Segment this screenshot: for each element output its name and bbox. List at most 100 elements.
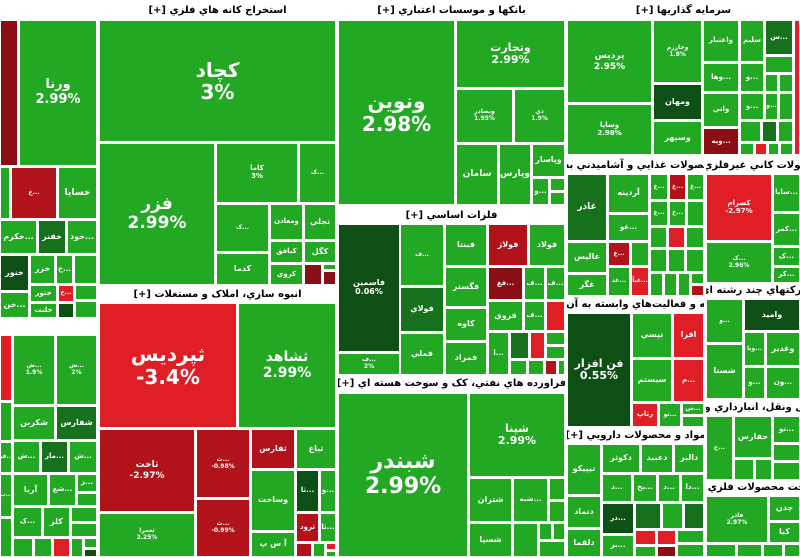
tile-banks-7[interactable]: ...و [532, 178, 549, 205]
tile-metal-ores-4[interactable]: ...ک [216, 204, 269, 252]
tile-auto-1[interactable]: ورنا 2.99% [19, 20, 97, 166]
tile-investments-11[interactable] [765, 56, 793, 73]
tile-chemicals-11[interactable]: ...ش [69, 441, 97, 473]
tile-food-17[interactable] [686, 227, 704, 248]
tile-real-estate-15[interactable] [313, 543, 325, 557]
tile-investments-0[interactable]: پرديس 2.95% [567, 20, 652, 103]
tile-chemicals-22[interactable] [53, 538, 70, 557]
tile-oil-products-10[interactable] [539, 541, 565, 557]
tile-food-16[interactable] [668, 227, 685, 248]
tile-investments-5[interactable]: واعتبار [703, 20, 739, 62]
tile-chemicals-14[interactable]: ...ز [77, 474, 97, 492]
tile-real-estate-0[interactable]: ثپرديس -3.4% [99, 303, 237, 428]
tile-base-metals-16[interactable] [546, 301, 565, 331]
tile-food-2[interactable]: غگر [567, 274, 607, 296]
tile-food-24[interactable] [691, 273, 704, 284]
tile-auto-7[interactable]: ...خود [67, 220, 97, 254]
tile-banks-9[interactable] [550, 192, 565, 205]
tile-base-metals-15[interactable]: ...ف [524, 301, 545, 331]
tile-metal-ores-1[interactable]: فزر 2.99% [99, 143, 215, 285]
tile-pharma-0[interactable]: تيپيکو [567, 444, 601, 495]
tile-food-10[interactable]: ...غ [669, 174, 686, 200]
tile-pharma-10[interactable]: ...در [602, 503, 634, 534]
tile-investments-16[interactable]: ...و [765, 93, 778, 120]
tile-real-estate-12[interactable]: ثرود [296, 513, 319, 542]
tile-banks-4[interactable]: سامان [456, 144, 498, 205]
tile-metal-products-6[interactable] [784, 544, 800, 557]
tile-real-estate-2[interactable]: ثاخت -2.97% [99, 429, 195, 512]
tile-auto-12[interactable]: ...خن [0, 292, 29, 318]
tile-chemicals-20[interactable] [13, 538, 33, 557]
tile-banks-0[interactable]: ونوين 2.98% [338, 20, 455, 205]
tile-food-15[interactable] [650, 227, 667, 248]
tile-investments-24[interactable] [768, 143, 779, 155]
tile-real-estate-16[interactable] [326, 543, 336, 550]
tile-auto-9[interactable]: خزر [30, 255, 55, 284]
tile-it-0[interactable]: فن افزار 0.55% [567, 313, 631, 427]
section-header-metal-ores[interactable]: استخراج کانه هاي فلزي [+] [99, 2, 336, 19]
tile-chemicals-10[interactable]: ...مار [41, 441, 68, 473]
tile-base-metals-4[interactable]: فملي [400, 333, 444, 375]
tile-auto-16[interactable] [58, 303, 74, 318]
tile-banks-5[interactable]: وپارس [499, 144, 531, 205]
tile-conglomerates-6[interactable]: ...ون [766, 367, 800, 399]
tile-conglomerates-5[interactable]: ...و [744, 367, 765, 399]
tile-pharma-9[interactable]: ...دا [681, 474, 704, 502]
tile-nonmetal-minerals-4[interactable]: ...ک [773, 247, 800, 266]
tile-real-estate-4[interactable]: ...ث -0.98% [196, 429, 250, 498]
tile-oil-products-6[interactable]: شسپا [469, 523, 512, 557]
tile-pharma-19[interactable] [677, 530, 704, 543]
tile-base-metals-13[interactable]: ...ف [546, 267, 565, 300]
tile-base-metals-14[interactable]: فروي [488, 301, 523, 331]
tile-auto-0[interactable] [0, 20, 18, 166]
tile-investments-1[interactable]: وساپا 2.98% [567, 104, 652, 155]
tile-conglomerates-2[interactable]: شستا [706, 344, 743, 399]
tile-food-21[interactable] [650, 273, 663, 296]
tile-it-1[interactable]: تپسي [632, 313, 672, 358]
tile-pharma-8[interactable]: ...د [658, 474, 680, 502]
tile-transport-2[interactable]: ...تو [773, 416, 800, 443]
tile-investments-20[interactable] [762, 121, 777, 142]
tile-metal-ores-12[interactable] [323, 264, 336, 270]
section-header-conglomerates[interactable]: ... شرکتهاي چند رشته اي [+] [706, 283, 800, 298]
tile-base-metals-11[interactable]: ...فغ [488, 267, 523, 300]
tile-base-metals-10[interactable]: فولاد [529, 224, 565, 266]
tile-pharma-20[interactable] [677, 544, 704, 557]
tile-chemicals-2[interactable]: ...ش 2% [56, 335, 97, 405]
tile-metal-ores-2[interactable]: کاما 3% [216, 143, 298, 203]
tile-banks-6[interactable]: وپاسار [532, 144, 565, 177]
tile-chemicals-5[interactable]: ...ب [0, 474, 12, 517]
tile-oil-products-0[interactable]: شبندر 2.99% [338, 393, 468, 557]
section-header-chemicals[interactable] [0, 318, 97, 334]
tile-chemicals-8[interactable]: شفارس [56, 406, 97, 440]
tile-chemicals-1[interactable]: ...ش 1.9% [13, 335, 55, 405]
tile-chemicals-25[interactable] [84, 549, 97, 557]
tile-metal-products-2[interactable]: کيا [769, 522, 800, 543]
tile-chemicals-4[interactable]: ...قر [0, 442, 12, 473]
tile-base-metals-23[interactable] [528, 360, 544, 375]
tile-nonmetal-minerals-3[interactable]: ...کمر [773, 213, 800, 246]
tile-oil-products-5[interactable] [549, 501, 565, 522]
tile-auto-3[interactable]: ...خ [11, 167, 57, 219]
tile-pharma-6[interactable]: ...د [602, 474, 632, 502]
tile-investments-12[interactable] [765, 74, 778, 92]
tile-chemicals-18[interactable] [71, 507, 97, 522]
tile-investments-2[interactable]: وخارزم 1.8% [653, 20, 702, 83]
tile-food-12[interactable]: ...غ [650, 201, 668, 226]
tile-real-estate-13[interactable]: ...ثا [320, 513, 336, 542]
tile-real-estate-1[interactable]: ثشاهد 2.99% [238, 303, 336, 428]
tile-transport-5[interactable] [734, 459, 754, 480]
tile-conglomerates-1[interactable]: واميد [744, 299, 800, 331]
tile-investments-9[interactable]: ...وها [703, 63, 739, 92]
tile-food-0[interactable]: غاذر [567, 174, 607, 241]
tile-transport-0[interactable]: ...ح [706, 416, 733, 480]
tile-investments-8[interactable] [794, 20, 800, 155]
tile-metal-ores-11[interactable] [304, 264, 322, 285]
tile-oil-products-8[interactable] [539, 523, 552, 540]
tile-metal-ores-3[interactable]: ...ک [299, 143, 336, 203]
tile-metal-products-1[interactable]: چدن [769, 496, 800, 521]
tile-chemicals-9[interactable]: ...ش [13, 441, 40, 473]
section-header-transport[interactable]: ...حمل ونقل، انبارداري و ا [+] [706, 400, 800, 415]
tile-pharma-11[interactable]: ...بر [602, 535, 634, 557]
tile-auto-10[interactable]: ...خ [56, 255, 73, 284]
